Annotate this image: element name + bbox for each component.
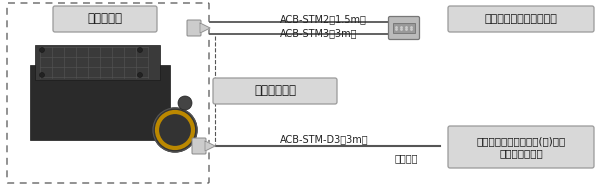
- FancyBboxPatch shape: [448, 126, 594, 168]
- FancyBboxPatch shape: [53, 6, 157, 32]
- FancyBboxPatch shape: [187, 20, 201, 36]
- FancyBboxPatch shape: [389, 16, 419, 40]
- Text: ステージ側: ステージ側: [88, 12, 122, 26]
- Text: ACB-STM3（3m）: ACB-STM3（3m）: [280, 28, 358, 38]
- FancyBboxPatch shape: [448, 6, 594, 32]
- Text: ACB-STM-D3（3m）: ACB-STM-D3（3m）: [280, 134, 368, 144]
- FancyBboxPatch shape: [35, 45, 160, 80]
- Text: 接続ケーブル: 接続ケーブル: [254, 84, 296, 98]
- Text: ACB-STM2（1.5m）: ACB-STM2（1.5m）: [280, 14, 367, 24]
- Circle shape: [40, 73, 44, 77]
- Circle shape: [153, 108, 197, 152]
- Circle shape: [178, 96, 192, 110]
- FancyBboxPatch shape: [30, 65, 170, 140]
- Text: 切り離し: 切り離し: [395, 153, 419, 163]
- Circle shape: [137, 73, 143, 77]
- Text: コントローラ・ドライバ: コントローラ・ドライバ: [485, 14, 557, 24]
- FancyBboxPatch shape: [213, 78, 337, 104]
- Circle shape: [40, 47, 44, 53]
- FancyBboxPatch shape: [192, 138, 206, 154]
- Polygon shape: [205, 141, 215, 151]
- Polygon shape: [200, 23, 210, 33]
- Circle shape: [137, 47, 143, 53]
- FancyBboxPatch shape: [393, 23, 415, 33]
- Text: オリエンタルモーター(株)社製
のドライバなど: オリエンタルモーター(株)社製 のドライバなど: [476, 136, 566, 158]
